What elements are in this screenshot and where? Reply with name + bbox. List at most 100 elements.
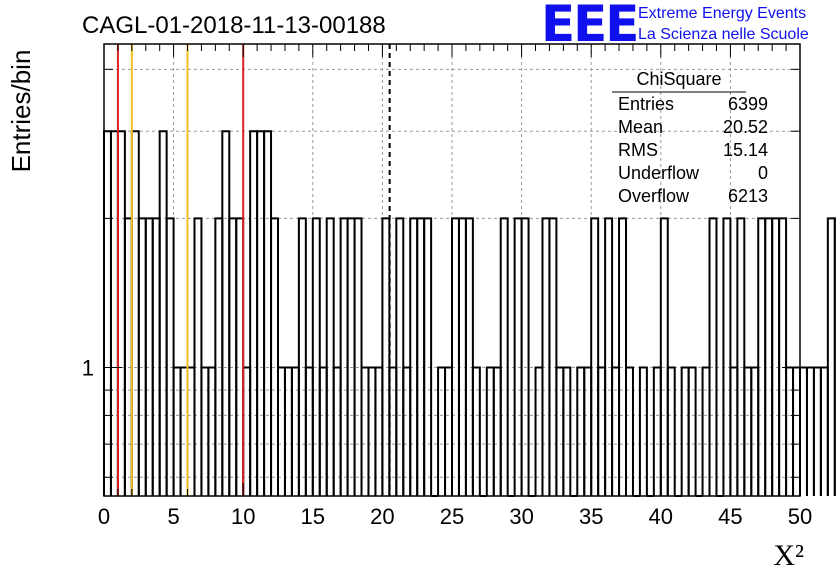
histogram-bin [137,217,147,496]
x-tick-label: 30 [509,504,533,529]
histogram-bin [186,366,196,496]
histogram-bin [423,217,433,496]
stats-title: ChiSquare [636,69,721,89]
histogram-bin [235,217,245,496]
histogram-bin [165,217,175,496]
histogram-bin [680,366,690,496]
histogram-bin [464,217,474,496]
histogram-bin [590,217,600,496]
histogram-bin [778,217,788,496]
histogram-bin [833,217,836,496]
histogram-bin [290,366,300,496]
logo-line-2: La Scienza nelle Scuole [638,26,809,43]
histogram-bin [520,217,530,496]
histogram-bin [652,366,662,496]
histogram-bin [179,366,189,496]
histogram-bin [193,217,203,496]
histogram-bin [485,366,495,496]
stats-value: 20.52 [723,117,768,137]
histogram-bin [158,130,168,496]
histogram-bin [339,217,349,496]
histogram-bin [611,366,621,496]
stats-label: Underflow [618,163,700,183]
stats-value: 15.14 [723,140,768,160]
y-axis-label: Entries/bin [6,50,36,173]
histogram-bin [743,366,753,496]
histogram-bin [416,217,426,496]
histogram-bin [332,366,342,496]
histogram-bin [109,130,119,496]
stats-label: RMS [618,140,658,160]
histogram-bin [583,366,593,496]
stats-label: Entries [618,94,674,114]
histogram-bin [311,217,321,496]
histogram-bin [771,217,781,496]
stats-value: 0 [758,163,768,183]
histogram-bin [123,217,133,496]
histogram-bin [451,217,460,496]
histogram-bin [541,217,551,496]
histogram-bin [457,217,467,496]
histogram-bin [687,366,697,496]
x-tick-label: 10 [231,504,255,529]
histogram-bin [214,217,224,496]
histogram-bin [277,366,286,496]
histogram-bin [819,366,829,496]
histogram-bin [228,217,238,496]
histogram-bin [471,366,481,496]
x-tick-label: 50 [788,504,812,529]
x-tick-label: 40 [649,504,673,529]
x-tick-label: 20 [370,504,394,529]
histogram-bin [242,366,252,496]
stats-value: 6213 [728,186,768,206]
histogram-bin [200,366,210,496]
histogram-bin [722,217,732,496]
histogram-bin [103,130,112,496]
histogram-bin [346,217,356,496]
histogram-bin [826,217,836,496]
histogram-bin [757,217,767,496]
histogram-bin [625,366,634,496]
histogram-bin [499,217,509,496]
histogram-bin [555,366,565,496]
histogram-bin [604,217,614,496]
histogram-bin [534,366,544,496]
histogram-bin [638,366,648,496]
histogram-bin [353,217,363,496]
histogram-bin [270,217,279,496]
histogram-bin [263,130,273,496]
histogram-bin [513,217,523,496]
histogram-bin [395,217,405,496]
histogram-bin [297,217,307,496]
histogram-bin [764,217,774,496]
histogram-bin [402,366,412,496]
stats-value: 6399 [728,94,768,114]
histogram-bin [381,217,391,496]
stats-box: ChiSquare Entries 6399 Mean 20.52 RMS 15.14 Un… [612,69,768,206]
stats-label: Overflow [618,186,690,206]
histogram-bin [729,366,739,496]
x-tick-label: 45 [718,504,742,529]
histogram-bin [256,130,266,496]
histogram-bars [103,130,836,497]
x-tick-label: 0 [98,504,110,529]
histogram-bin [130,130,140,496]
histogram-bin [249,130,259,496]
histogram-bin [172,366,182,496]
histogram-bin [666,366,676,496]
histogram-bin [812,366,822,496]
x-tick-label: 25 [440,504,464,529]
histogram-bin [785,366,795,496]
histogram-bin [708,217,718,496]
histogram-bin [805,366,815,496]
histogram-bin [374,366,384,496]
histogram-bin [304,366,314,496]
histogram-bin [576,366,586,496]
histogram-bin [116,130,126,496]
histogram-bin [437,366,447,496]
histogram-bin [736,217,746,496]
marker-lines [116,44,391,496]
histogram-bin [597,366,607,496]
histogram-bin [659,217,669,496]
